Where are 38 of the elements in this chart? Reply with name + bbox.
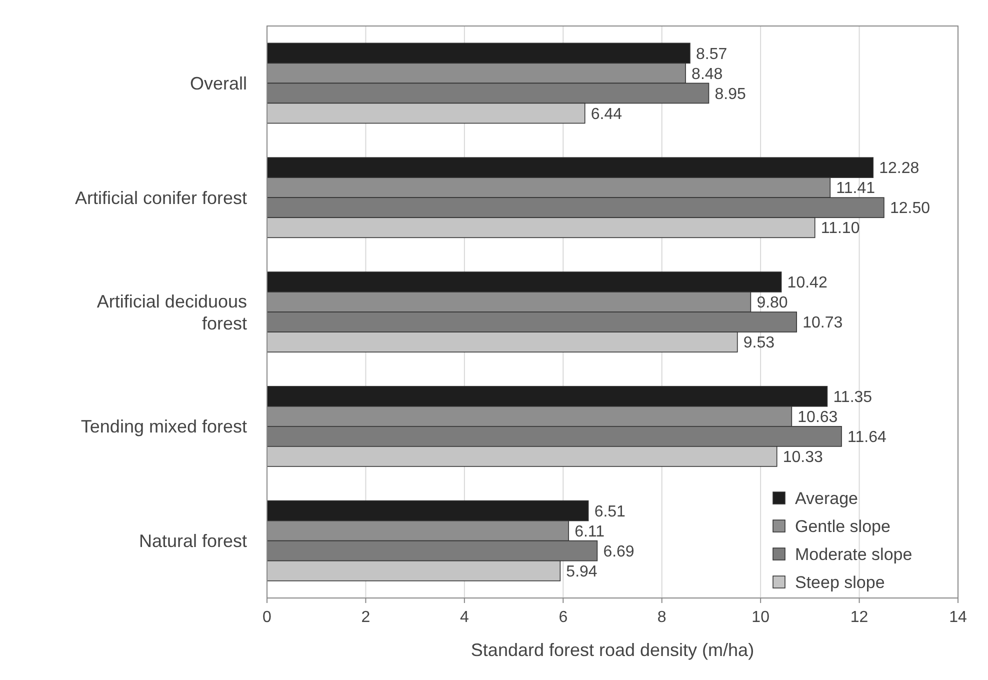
- y-tick-label: Artificial conifer forest: [74, 188, 247, 208]
- data-label: 6.69: [603, 543, 634, 560]
- data-label: 10.42: [787, 274, 828, 292]
- x-tick-label: 14: [949, 609, 967, 626]
- x-axis-title: Standard forest road density (m/ha): [470, 640, 754, 660]
- data-label: 9.80: [756, 294, 788, 312]
- data-label: 5.94: [566, 563, 598, 580]
- x-tick-label: 6: [558, 609, 568, 626]
- data-label: 8.95: [714, 86, 746, 103]
- data-label: 6.44: [590, 106, 622, 123]
- data-label: 10.63: [798, 408, 838, 426]
- data-label: 6.51: [594, 503, 626, 520]
- x-tick-label: 2: [361, 609, 370, 626]
- x-tick-label: 8: [657, 609, 666, 626]
- data-label: 12.28: [879, 160, 920, 178]
- x-tick-label: 10: [752, 609, 770, 626]
- y-tick-label: Artificial deciduous forest: [96, 291, 247, 334]
- x-tick-label: 0: [262, 609, 272, 626]
- y-tick-label: Natural forest: [138, 531, 247, 552]
- data-label: 11.35: [833, 388, 872, 406]
- data-label: 8.57: [696, 46, 728, 63]
- legend-label: Steep slope: [795, 572, 885, 592]
- data-label: 11.64: [848, 429, 886, 446]
- legend-label: Gentle slope: [795, 516, 890, 536]
- x-tick-label: 4: [460, 609, 469, 626]
- y-tick-label: Overall: [190, 74, 247, 94]
- data-label: 10.33: [782, 449, 823, 466]
- data-label: 10.73: [802, 314, 843, 332]
- data-label: 11.41: [836, 180, 876, 198]
- y-tick-label: Tending mixed forest: [80, 416, 247, 437]
- legend-label: Average: [795, 488, 858, 508]
- data-label: 8.48: [692, 66, 723, 83]
- data-label: 9.53: [743, 334, 775, 352]
- x-tick-label: 12: [850, 609, 868, 626]
- data-label: 11.10: [820, 220, 860, 238]
- legend-label: Moderate slope: [795, 544, 912, 564]
- data-label: 12.50: [890, 200, 930, 218]
- data-label: 6.11: [574, 523, 605, 540]
